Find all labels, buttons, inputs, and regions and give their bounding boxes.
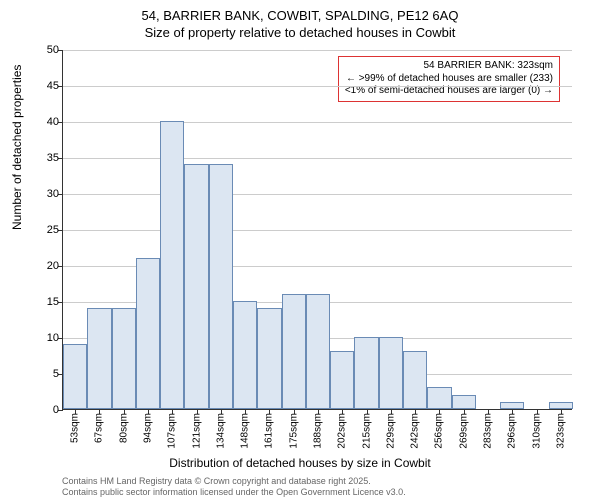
- histogram-bar: [233, 301, 257, 409]
- footer-attribution: Contains HM Land Registry data © Crown c…: [62, 476, 406, 498]
- gridline: [63, 50, 572, 51]
- ytick-label: 45: [35, 80, 59, 92]
- x-axis-label: Distribution of detached houses by size …: [0, 456, 600, 470]
- gridline: [63, 86, 572, 87]
- xtick-label: 215sqm: [361, 413, 372, 449]
- xtick-label: 161sqm: [264, 413, 275, 449]
- ytick-label: 40: [35, 116, 59, 128]
- histogram-bar: [63, 344, 87, 409]
- ytick-label: 20: [35, 260, 59, 272]
- ytick-label: 5: [35, 368, 59, 380]
- ytick-label: 50: [35, 44, 59, 56]
- ytick-label: 10: [35, 332, 59, 344]
- xtick-label: 229sqm: [385, 413, 396, 449]
- histogram-bar: [549, 402, 573, 409]
- y-axis-label: Number of detached properties: [10, 65, 24, 230]
- plot-area: 54 BARRIER BANK: 323sqm ← >99% of detach…: [62, 50, 572, 410]
- xtick-label: 296sqm: [507, 413, 518, 449]
- chart-title: 54, BARRIER BANK, COWBIT, SPALDING, PE12…: [0, 0, 600, 42]
- title-line-2: Size of property relative to detached ho…: [0, 25, 600, 42]
- footer-line-1: Contains HM Land Registry data © Crown c…: [62, 476, 406, 487]
- title-line-1: 54, BARRIER BANK, COWBIT, SPALDING, PE12…: [0, 8, 600, 25]
- xtick-label: 134sqm: [215, 413, 226, 449]
- xtick-label: 202sqm: [337, 413, 348, 449]
- histogram-bar: [160, 121, 184, 409]
- ytick-label: 30: [35, 188, 59, 200]
- xtick-label: 53sqm: [70, 413, 81, 443]
- xtick-label: 67sqm: [94, 413, 105, 443]
- histogram-bar: [112, 308, 136, 409]
- xtick-label: 269sqm: [458, 413, 469, 449]
- histogram-bar: [427, 387, 451, 409]
- gridline: [63, 230, 572, 231]
- histogram-bar: [136, 258, 160, 409]
- xtick-label: 80sqm: [118, 413, 129, 443]
- gridline: [63, 122, 572, 123]
- xtick-label: 148sqm: [240, 413, 251, 449]
- annotation-line-2: ← >99% of detached houses are smaller (2…: [345, 73, 553, 86]
- ytick-label: 0: [35, 404, 59, 416]
- xtick-label: 256sqm: [434, 413, 445, 449]
- xtick-label: 283sqm: [483, 413, 494, 449]
- histogram-bar: [184, 164, 208, 409]
- xtick-label: 107sqm: [167, 413, 178, 449]
- histogram-bar: [87, 308, 111, 409]
- histogram-bar: [354, 337, 378, 409]
- gridline: [63, 158, 572, 159]
- annotation-line-1: 54 BARRIER BANK: 323sqm: [345, 60, 553, 73]
- xtick-label: 94sqm: [143, 413, 154, 443]
- xtick-label: 175sqm: [288, 413, 299, 449]
- histogram-bar: [379, 337, 403, 409]
- xtick-label: 188sqm: [313, 413, 324, 449]
- annotation-box: 54 BARRIER BANK: 323sqm ← >99% of detach…: [338, 56, 560, 102]
- footer-line-2: Contains public sector information licen…: [62, 487, 406, 498]
- xtick-label: 242sqm: [410, 413, 421, 449]
- histogram-bar: [452, 395, 476, 409]
- ytick-label: 15: [35, 296, 59, 308]
- gridline: [63, 194, 572, 195]
- xtick-label: 323sqm: [555, 413, 566, 449]
- histogram-bar: [209, 164, 233, 409]
- xtick-label: 310sqm: [531, 413, 542, 449]
- ytick-label: 25: [35, 224, 59, 236]
- histogram-bar: [282, 294, 306, 409]
- histogram-bar: [257, 308, 281, 409]
- ytick-label: 35: [35, 152, 59, 164]
- histogram-bar: [330, 351, 354, 409]
- histogram-bar: [500, 402, 524, 409]
- histogram-bar: [306, 294, 330, 409]
- histogram-bar: [403, 351, 427, 409]
- xtick-label: 121sqm: [191, 413, 202, 449]
